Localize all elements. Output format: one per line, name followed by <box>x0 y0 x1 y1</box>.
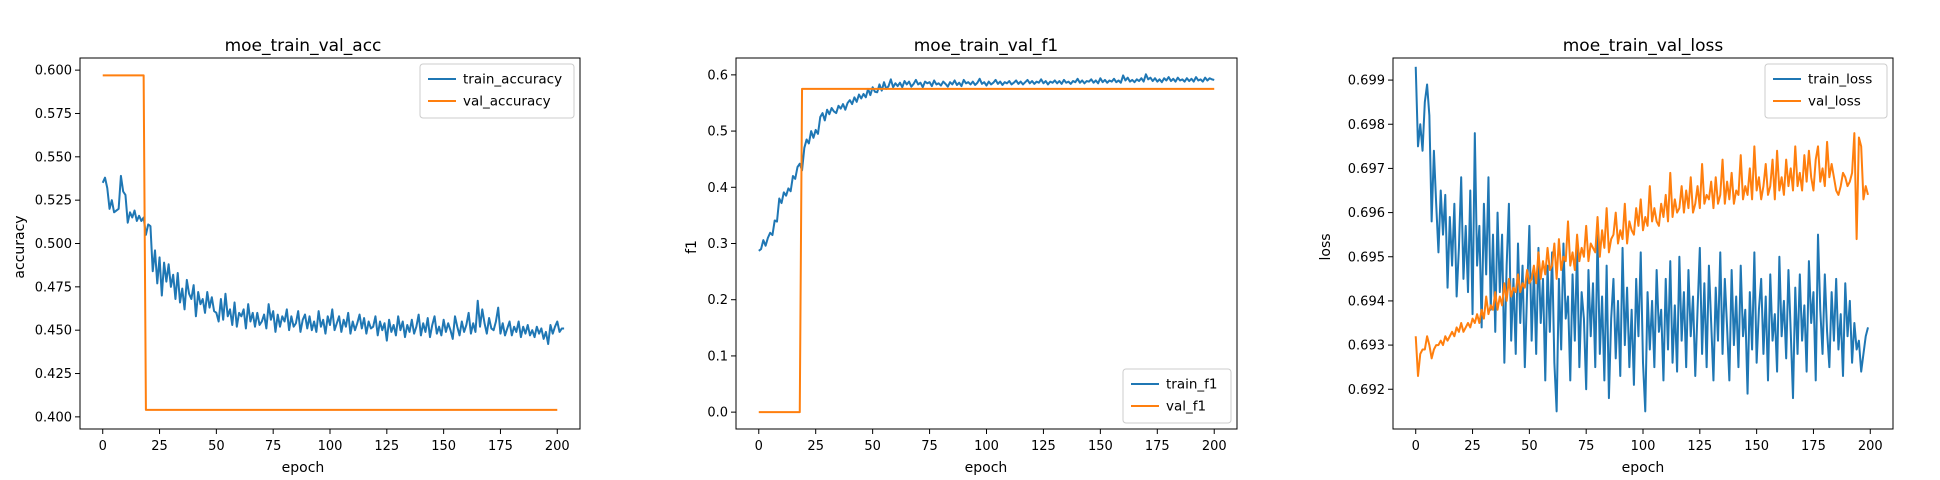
x-tick-label: 50 <box>1521 439 1538 454</box>
legend-label: val_loss <box>1808 94 1861 110</box>
legend-box <box>419 63 575 119</box>
legend: train_f1 val_f1 <box>1122 368 1232 424</box>
y-tick-label: 0.697 <box>1348 162 1385 177</box>
y-axis-label: f1 <box>684 240 700 254</box>
x-tick-label: 50 <box>864 439 881 454</box>
x-tick-label: 75 <box>921 439 938 454</box>
legend-label: val_f1 <box>1166 399 1206 415</box>
x-tick-label: 125 <box>1031 439 1056 454</box>
y-tick-label: 0.450 <box>35 324 72 339</box>
y-tick-label: 0.699 <box>1348 74 1385 89</box>
x-tick-label: 75 <box>1578 439 1595 454</box>
legend-label: train_loss <box>1808 72 1872 88</box>
x-tick-label: 75 <box>265 439 282 454</box>
legend: train_accuracy val_accuracy <box>419 63 575 119</box>
legend-label: train_accuracy <box>463 72 562 88</box>
legend-label: train_f1 <box>1166 377 1218 393</box>
y-tick-label: 0.0 <box>707 406 728 421</box>
y-tick-label: 0.693 <box>1348 339 1385 354</box>
x-tick-label: 0 <box>755 439 763 454</box>
y-tick-label: 0.694 <box>1348 294 1385 309</box>
y-tick-label: 0.2 <box>707 293 728 308</box>
y-tick-label: 0.500 <box>35 237 72 252</box>
y-tick-label: 0.5 <box>707 125 728 140</box>
x-tick-label: 0 <box>1412 439 1420 454</box>
chart-title: moe_train_val_acc <box>225 36 382 56</box>
y-tick-label: 0.475 <box>35 280 72 295</box>
y-tick-label: 0.3 <box>707 237 728 252</box>
x-tick-label: 100 <box>318 439 343 454</box>
chart-panel-f1: moe_train_val_f1 epoch f1 0 25 50 75 100 125 1… <box>684 36 1238 476</box>
x-axis-label: epoch <box>965 460 1008 476</box>
y-tick-label: 0.6 <box>707 68 728 83</box>
series-line-val_loss <box>1414 132 1869 377</box>
x-tick-label: 200 <box>1858 439 1883 454</box>
y-tick-label: 0.550 <box>35 150 72 165</box>
x-tick-label: 175 <box>1801 439 1826 454</box>
x-tick-label: 150 <box>1744 439 1769 454</box>
y-tick-label: 0.600 <box>35 64 72 79</box>
y-tick-label: 0.698 <box>1348 118 1385 133</box>
y-tick-label: 0.692 <box>1348 383 1385 398</box>
chart-title: moe_train_val_f1 <box>914 36 1059 56</box>
x-tick-label: 50 <box>208 439 225 454</box>
x-tick-label: 150 <box>1088 439 1113 454</box>
x-tick-label: 125 <box>374 439 399 454</box>
series-line-val_accuracy <box>102 74 558 411</box>
y-axis-label: accuracy <box>12 215 28 278</box>
x-tick-label: 200 <box>545 439 570 454</box>
x-tick-label: 25 <box>1464 439 1481 454</box>
y-tick-label: 0.425 <box>35 367 72 382</box>
y-tick-label: 0.575 <box>35 107 72 122</box>
y-tick-label: 0.695 <box>1348 250 1385 265</box>
x-tick-label: 25 <box>151 439 168 454</box>
x-tick-label: 150 <box>431 439 456 454</box>
x-tick-label: 100 <box>974 439 999 454</box>
y-tick-label: 0.4 <box>707 181 728 196</box>
x-axis-label: epoch <box>282 460 325 476</box>
x-tick-label: 100 <box>1631 439 1656 454</box>
chart-panel-loss: moe_train_val_loss epoch loss 0 25 50 75 100… <box>1318 36 1894 476</box>
chart-panel-accuracy: moe_train_val_acc epoch accuracy 0 25 50 75… <box>12 36 581 476</box>
x-tick-label: 0 <box>99 439 107 454</box>
series-line-val_f1 <box>758 87 1215 414</box>
series-line-train_accuracy <box>101 174 565 346</box>
y-tick-label: 0.400 <box>35 410 72 425</box>
legend-label: val_accuracy <box>463 94 551 110</box>
x-tick-label: 175 <box>1145 439 1170 454</box>
legend-box <box>1764 63 1888 119</box>
x-tick-label: 25 <box>807 439 824 454</box>
y-tick-label: 0.1 <box>707 349 728 364</box>
x-axis-label: epoch <box>1622 460 1665 476</box>
y-tick-label: 0.525 <box>35 194 72 209</box>
legend: train_loss val_loss <box>1764 63 1888 119</box>
y-tick-label: 0.696 <box>1348 206 1385 221</box>
series-line-train_f1 <box>758 73 1215 252</box>
series-line-train_loss <box>1414 66 1869 413</box>
legend-box <box>1122 368 1232 424</box>
x-tick-label: 200 <box>1202 439 1227 454</box>
chart-title: moe_train_val_loss <box>1563 36 1724 56</box>
x-tick-label: 175 <box>488 439 513 454</box>
y-axis-label: loss <box>1318 233 1334 260</box>
x-tick-label: 125 <box>1687 439 1712 454</box>
